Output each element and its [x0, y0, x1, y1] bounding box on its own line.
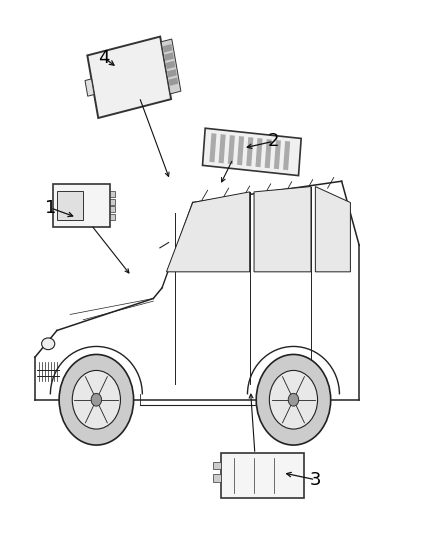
Bar [87, 37, 171, 118]
Bar [246, 137, 253, 166]
Bar [283, 141, 290, 170]
Bar [110, 214, 115, 220]
Bar [209, 133, 216, 163]
Polygon shape [254, 187, 311, 272]
Bar [219, 134, 226, 163]
Bar [163, 44, 173, 53]
Bar [274, 140, 281, 169]
Text: 1: 1 [45, 199, 56, 217]
Bar [169, 77, 178, 86]
Bar [167, 69, 177, 77]
Bar [221, 453, 304, 498]
Circle shape [256, 354, 331, 445]
Text: 2: 2 [268, 132, 279, 150]
Bar [213, 474, 221, 482]
Circle shape [59, 354, 134, 445]
Bar [255, 138, 262, 167]
Text: 3: 3 [310, 471, 321, 489]
Bar [57, 191, 82, 220]
Bar [164, 52, 174, 61]
Text: 4: 4 [98, 49, 110, 67]
Polygon shape [166, 192, 250, 272]
Bar [228, 135, 235, 164]
Bar [202, 128, 301, 175]
Bar [265, 139, 272, 168]
Bar [161, 39, 181, 94]
Circle shape [269, 370, 318, 429]
Bar [213, 462, 221, 469]
Bar [85, 79, 94, 96]
Bar [110, 199, 115, 205]
Polygon shape [315, 187, 350, 272]
Bar [164, 59, 173, 76]
Bar [166, 61, 175, 69]
Circle shape [288, 393, 299, 406]
Ellipse shape [42, 338, 55, 350]
Bar [237, 136, 244, 165]
Bar [110, 191, 115, 197]
Bar [53, 184, 110, 227]
Circle shape [72, 370, 120, 429]
Circle shape [91, 393, 102, 406]
Bar [110, 206, 115, 213]
